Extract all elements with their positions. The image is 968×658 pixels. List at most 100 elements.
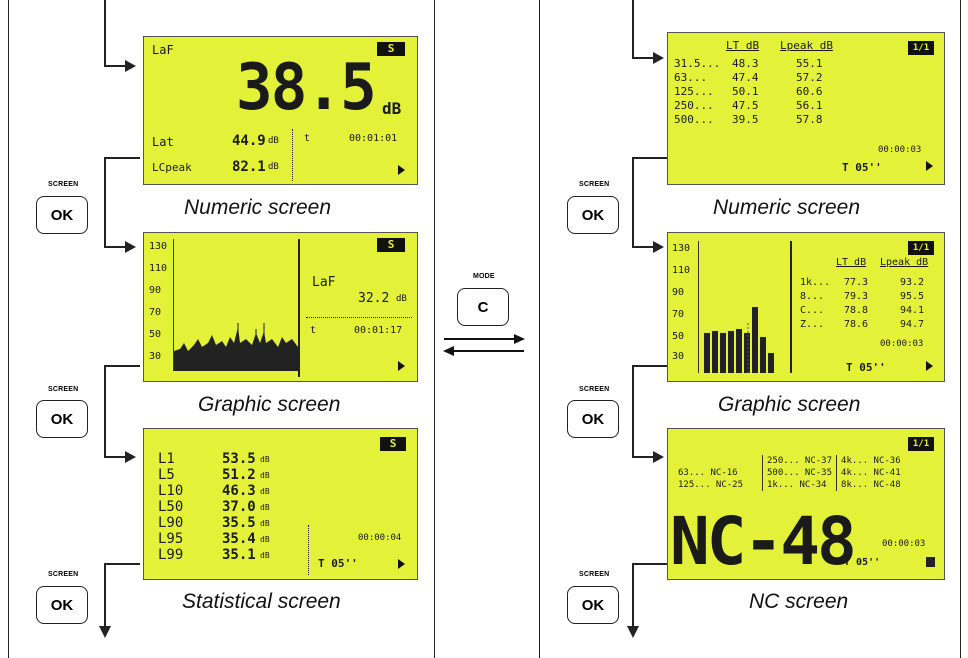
column-header-peak: Lpeak dB xyxy=(780,39,833,52)
flow-line xyxy=(632,365,634,457)
ok-button[interactable]: OK xyxy=(36,196,88,234)
percentile-value: 37.0 xyxy=(222,499,256,515)
arrow-down-icon xyxy=(627,626,639,638)
band-label: 8... xyxy=(800,291,825,302)
y-tick: 110 xyxy=(149,263,168,274)
caption-nc: NC screen xyxy=(749,590,849,613)
separator xyxy=(306,317,412,318)
flow-line xyxy=(104,157,106,247)
flow-line xyxy=(632,157,668,159)
y-tick: 130 xyxy=(149,241,168,252)
caption-numeric: Numeric screen xyxy=(713,196,861,219)
percentile-label: L50 xyxy=(158,499,184,515)
graph-axis xyxy=(698,241,699,373)
arrow-right-icon xyxy=(125,451,136,463)
percentile-unit: dB xyxy=(260,455,270,464)
separator xyxy=(292,129,293,181)
percentile-label: L10 xyxy=(158,483,184,499)
arrow-down-icon xyxy=(99,626,111,638)
elapsed-label: t xyxy=(304,133,311,144)
percentile-unit: dB xyxy=(260,487,270,496)
lcd-nc-screen: 1/1 250... NC-37 4k... NC-36 63... NC-16… xyxy=(667,428,945,580)
flow-line xyxy=(632,0,634,58)
main-level-value: 38.5 xyxy=(236,51,377,125)
integration-period: T 05'' xyxy=(318,557,358,570)
band-label: 1k... xyxy=(800,277,831,288)
table-row: 125... NC-25 1k... NC-34 8k... NC-48 xyxy=(674,479,905,491)
band-label: Z... xyxy=(800,319,825,330)
nc-band-table: 250... NC-37 4k... NC-36 63... NC-16 500… xyxy=(674,455,905,491)
band-peak: 57.2 xyxy=(796,71,823,84)
nc-cell: 8k... NC-48 xyxy=(841,480,901,490)
row1-label: Lat xyxy=(152,135,174,149)
lcd-octave-numeric-screen: 1/1 LT dB Lpeak dB 31.5... 48.3 55.1 63.… xyxy=(667,32,945,185)
play-icon xyxy=(926,361,933,371)
y-tick: 130 xyxy=(672,243,691,254)
page-badge: 1/1 xyxy=(908,241,934,255)
ok-button[interactable]: OK xyxy=(567,586,619,624)
play-icon xyxy=(398,559,405,569)
flow-line xyxy=(104,65,126,67)
percentile-label: L95 xyxy=(158,531,184,547)
flow-line xyxy=(104,563,140,565)
lcd-octave-graphic-screen: 130 110 90 70 50 30 1/1 LT dB Lpeak dB 1… xyxy=(667,232,945,382)
separator xyxy=(308,525,309,575)
nc-cell: 63... NC-16 xyxy=(678,468,738,478)
flow-line xyxy=(104,365,140,367)
elapsed-time: 00:01:17 xyxy=(354,325,403,336)
arrow-right-icon xyxy=(125,241,136,253)
band-lt: 47.4 xyxy=(732,71,759,84)
mode-badge: S xyxy=(377,238,405,252)
band-peak: 94.7 xyxy=(900,319,925,330)
right-panel xyxy=(539,0,961,658)
table-row: 63... NC-16 500... NC-35 4k... NC-41 xyxy=(674,467,905,479)
lcd-graphic-screen: 130 110 90 70 50 30 S LaF 32.2 dB t 00:0… xyxy=(143,232,418,382)
percentile-unit: dB xyxy=(260,519,270,528)
time-history-graph xyxy=(174,323,298,371)
flow-line xyxy=(632,365,668,367)
flow-line xyxy=(632,563,634,628)
ok-button[interactable]: OK xyxy=(567,400,619,438)
y-tick: 50 xyxy=(672,331,685,342)
percentile-unit: dB xyxy=(260,535,270,544)
nc-cell xyxy=(674,455,763,467)
band-lt: 78.8 xyxy=(844,305,869,316)
ok-button[interactable]: OK xyxy=(36,586,88,624)
integration-period: T 05'' xyxy=(842,161,882,174)
octave-bar-graph xyxy=(704,307,774,373)
main-level-unit: dB xyxy=(382,99,402,118)
screen-button-label: SCREEN xyxy=(579,181,610,188)
row2-label: LCpeak xyxy=(152,161,192,174)
play-icon xyxy=(926,161,933,171)
level-unit: dB xyxy=(396,294,407,304)
y-tick: 50 xyxy=(149,329,162,340)
caption-graphic: Graphic screen xyxy=(718,393,861,416)
band-label: 31.5... xyxy=(674,57,721,70)
percentile-value: 53.5 xyxy=(222,451,256,467)
percentile-value: 46.3 xyxy=(222,483,256,499)
band-lt: 50.1 xyxy=(732,85,759,98)
percentile-label: L99 xyxy=(158,547,184,563)
band-peak: 57.8 xyxy=(796,113,823,126)
flow-line xyxy=(104,157,140,159)
y-tick: 30 xyxy=(672,351,685,362)
y-tick: 110 xyxy=(672,265,691,276)
graph-cursor xyxy=(298,239,300,377)
play-icon xyxy=(398,361,405,371)
graph-cursor xyxy=(790,241,792,373)
flow-line xyxy=(632,563,668,565)
stop-icon xyxy=(926,557,935,567)
band-lt: 79.3 xyxy=(844,291,869,302)
ok-button[interactable]: OK xyxy=(567,196,619,234)
nc-result-value: NC-48 xyxy=(670,503,857,580)
integration-period: T 05'' xyxy=(844,557,881,568)
nc-cell: 4k... NC-41 xyxy=(841,468,901,478)
band-lt: 78.6 xyxy=(844,319,869,330)
nc-cell: 250... NC-37 xyxy=(761,455,838,467)
ok-button[interactable]: OK xyxy=(36,400,88,438)
flow-line xyxy=(104,456,126,458)
y-tick: 70 xyxy=(149,307,162,318)
row1-unit: dB xyxy=(268,136,279,146)
c-button[interactable]: C xyxy=(457,288,509,326)
page-badge: 1/1 xyxy=(908,437,934,451)
